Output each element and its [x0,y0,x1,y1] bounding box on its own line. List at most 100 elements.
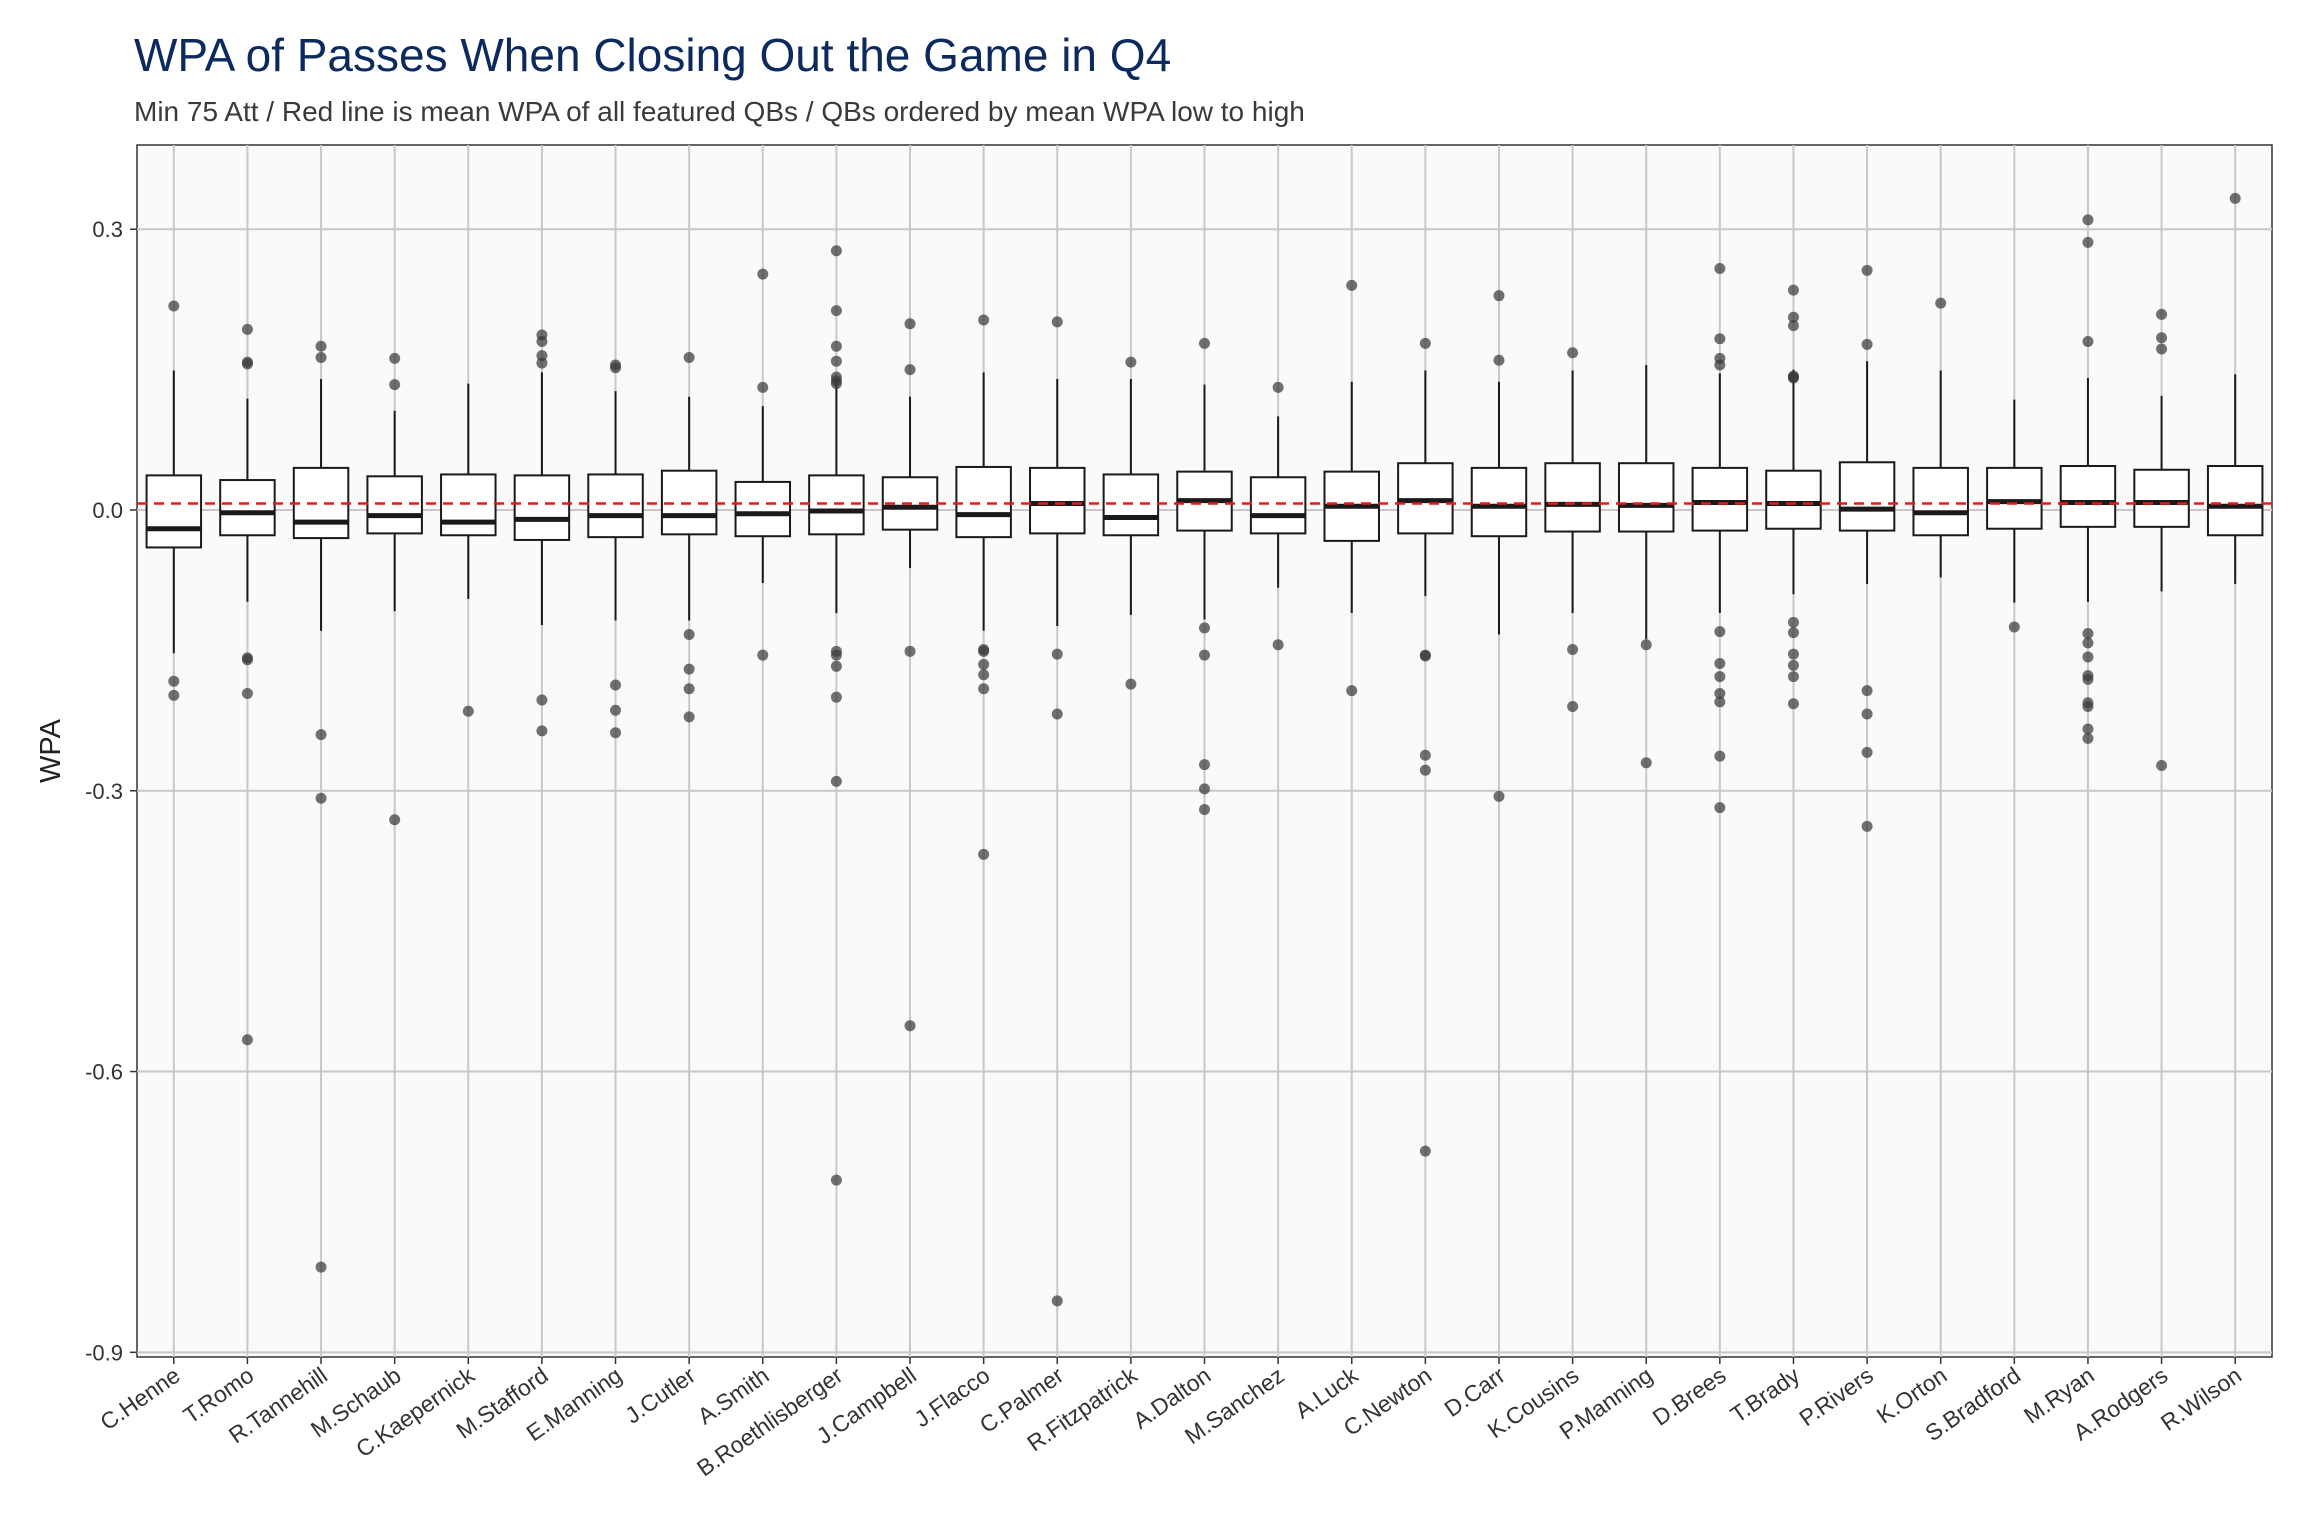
outlier-point [1714,626,1726,638]
iqr-box [1617,462,1675,533]
outlier-point [1419,337,1431,349]
outlier-point [1714,657,1726,669]
iqr-box [1544,462,1601,533]
outlier-point [683,683,695,695]
outlier-point [241,358,253,370]
box-D.Carr [1470,290,1528,802]
outlier-point [904,645,916,657]
outlier-point [1199,622,1210,634]
outlier-point [1714,671,1726,683]
outlier-point [757,381,769,393]
outlier-point [830,1174,842,1186]
x-tick-label-D.Brees: D.Brees [1648,1362,1731,1431]
y-tick-label: 0.3 [92,217,123,242]
outlier-point [978,683,990,695]
outlier-point [1787,671,1799,683]
outlier-point [1493,354,1505,366]
outlier-point [1419,1145,1431,1157]
outlier-point [978,658,990,670]
box-P.Rivers [1838,264,1896,832]
outlier-point [241,654,253,666]
outlier-point [1714,750,1726,762]
outlier-point [168,300,180,312]
outlier-point [1787,284,1799,296]
outlier-point [1419,749,1431,761]
outlier-point [830,775,842,787]
x-tick-label-P.Rivers: P.Rivers [1794,1362,1878,1431]
outlier-point [904,318,916,330]
y-tick-label: -0.3 [85,779,123,804]
box-B.Roethlisberger [808,245,865,1186]
outlier-point [610,727,622,739]
box-J.Flacco [955,314,1012,860]
outlier-point [1346,685,1358,697]
outlier-point [1861,820,1873,832]
outlier-point [2082,214,2094,226]
outlier-point [2082,651,2094,663]
outlier-point [241,687,253,699]
outlier-point [1714,802,1726,814]
outlier-point [1051,1295,1063,1307]
outlier-point [683,711,695,723]
x-tick-label-T.Brady: T.Brady [1726,1362,1805,1428]
x-tick-label-R.Wilson: R.Wilson [2156,1362,2246,1436]
outlier-point [2082,701,2094,713]
outlier-point [168,689,180,701]
box-E.Manning [587,359,644,739]
outlier-point [1861,746,1873,758]
x-tick-label-J.Cutler: J.Cutler [620,1362,700,1429]
box-R.Wilson [2206,192,2264,584]
outlier-point [1861,338,1873,350]
iqr-box [2206,465,2264,537]
chart-subtitle: Min 75 Att / Red line is mean WPA of all… [134,96,1305,127]
chart-title: WPA of Passes When Closing Out the Game … [134,29,1172,81]
x-axis-ticks: C.HenneT.RomoR.TannehillM.SchaubC.Kaeper… [95,1357,2246,1481]
outlier-point [315,351,327,363]
iqr-box [513,474,571,541]
outlier-point [1199,803,1210,815]
outlier-point [1861,708,1873,720]
iqr-box [808,474,865,536]
outlier-point [536,357,548,369]
outlier-point [2156,760,2168,772]
outlier-point [904,1020,916,1032]
outlier-point [830,378,842,390]
iqr-box [219,479,276,537]
outlier-point [1787,311,1799,323]
outlier-point [978,314,990,326]
outlier-point [1567,347,1579,359]
outlier-point [1051,316,1063,328]
box-A.Smith [734,268,792,661]
outlier-point [610,679,622,691]
outlier-point [1493,290,1505,302]
box-A.Luck [1323,279,1380,697]
outlier-point [2082,628,2094,640]
outlier-point [2156,332,2168,344]
outlier-point [830,340,842,352]
box-R.Fitzpatrick [1102,356,1160,690]
outlier-point [1346,279,1358,291]
iqr-box [1470,466,1528,538]
outlier-point [389,379,401,391]
outlier-point [1567,701,1579,713]
box-M.Sanchez [1249,381,1307,651]
outlier-point [830,355,842,367]
outlier-point [241,323,253,335]
outlier-point [2082,637,2094,649]
outlier-point [1493,790,1505,802]
outlier-point [315,340,327,352]
box-C.Henne [145,300,203,701]
outlier-point [1714,687,1726,699]
outlier-point [1125,356,1137,368]
outlier-point [536,694,548,706]
outlier-point [1861,685,1873,697]
box-M.Ryan [2059,214,2117,744]
box-layer [145,192,2264,1307]
box-D.Brees [1691,263,1749,814]
outlier-point [1272,639,1284,651]
iqr-box [1029,466,1086,535]
box-M.Schaub [366,352,423,826]
outlier-point [2082,236,2094,248]
iqr-box [955,465,1012,539]
iqr-box [440,473,497,537]
